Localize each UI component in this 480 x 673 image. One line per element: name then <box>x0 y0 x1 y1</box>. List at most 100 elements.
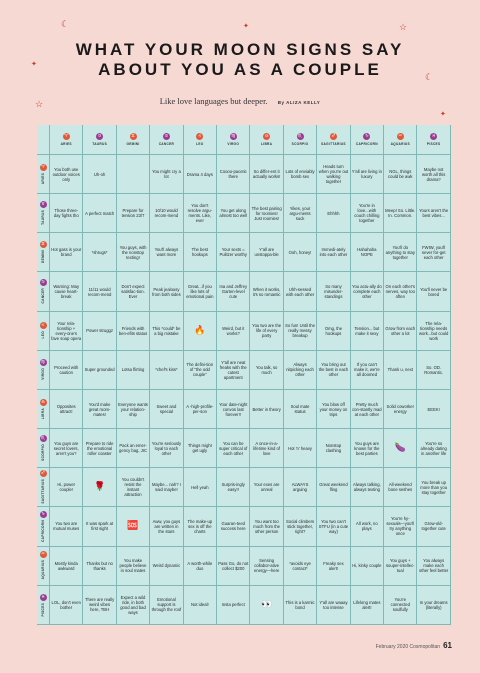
matrix-cell: You guys + souper-intellec-tual <box>384 546 418 586</box>
matrix-cell: Y'all are waaay too intense <box>317 585 351 625</box>
gemini-symbol-icon: ♊ <box>129 132 137 140</box>
matrix-cell: Insta perfect <box>217 585 251 625</box>
row-header-gemini: ♊ GEMINI <box>37 233 50 273</box>
matrix-cell: You can be super critical of each other <box>217 429 251 469</box>
row-header-label: LEO <box>40 331 45 339</box>
star-icon: ✦ <box>243 23 249 30</box>
pisces-symbol-icon: ♓ <box>39 593 47 601</box>
row-header-label: SCORPIO <box>40 444 45 462</box>
matrix-cell: Maybe not worth all this drama? <box>417 155 451 195</box>
matrix-cell: Nonstop clashing <box>317 429 351 469</box>
row-header-aries: ♈ ARIES <box>37 155 50 195</box>
matrix-cell: Hi, power couple! <box>50 468 84 508</box>
column-header-aries: ♈ ARIES <box>50 125 84 155</box>
matrix-cell: Mostly kinda awkward <box>50 546 84 586</box>
matrix-cell: So fun! Until the really messy breakup <box>283 311 318 351</box>
matrix-cell: Warning: May cause heart-break <box>50 272 84 312</box>
matrix-cell: Freaky sex alert! <box>317 546 351 586</box>
matrix-cell <box>116 155 151 195</box>
row-header-sagittarius: ♐ SAGITTARIUS <box>37 468 50 508</box>
matrix-cell: Hi, kinky couple <box>350 546 385 586</box>
matrix-cell: ALWAYS arguing <box>283 468 318 508</box>
matrix-cell: Meep! So. Little. In. Common. <box>384 194 418 234</box>
matrix-cell: You get along almost too well <box>217 194 251 234</box>
matrix-cell: In your dreams (literally) <box>417 585 451 625</box>
matrix-cell: You two are the life of every party <box>250 311 284 351</box>
matrix-cell: Not ideal! <box>183 585 218 625</box>
byline: By ALIZA KELLY <box>277 100 321 105</box>
matrix-cell: You guys are known for the best parties <box>350 429 385 469</box>
pisces-symbol-icon: ♓ <box>430 132 438 140</box>
matrix-cell: So. OD. Romantic. <box>417 350 451 390</box>
subtitle: Like love languages but deeper. <box>159 96 268 106</box>
matrix-cell: Ooh, honey! <box>283 233 318 273</box>
matrix-cell: You blow off your money on trips <box>317 389 351 430</box>
matrix-cell: There are really weird vibes here, TBH <box>83 585 117 625</box>
matrix-cell: You couldn't resist the instant attracti… <box>116 468 151 508</box>
matrix-cell: Prepare to ride the emotional roller coa… <box>83 429 117 469</box>
row-header-label: GEMINI <box>40 250 45 264</box>
matrix-cell: Friends with ben-efits status <box>116 311 151 351</box>
column-header-cancer: ♋ CANCER <box>150 125 184 155</box>
matrix-cell: Your exes are unreal <box>250 468 284 508</box>
column-header-label: CANCER <box>158 141 175 146</box>
matrix-cell: Weird dynamic <box>150 546 184 586</box>
libra-symbol-icon: ♎ <box>263 132 271 140</box>
matrix-cell: You'll never be bored <box>417 272 451 312</box>
matrix-cell: Lifelong mates alert! <box>350 585 385 625</box>
matrix-cell: Omg, the hookups <box>317 311 351 351</box>
emoji-icon: 🌹 <box>83 468 117 508</box>
matrix-cell: Uhh-sessed with each other <box>283 272 318 312</box>
matrix-cell: Uh-oh <box>83 155 117 195</box>
matrix-cell: Always talking, always texting <box>350 468 385 508</box>
column-header-label: LIBRA <box>261 141 273 146</box>
star-icon: ☆ <box>35 99 44 109</box>
matrix-cell: Soul mate status <box>283 389 318 430</box>
matrix-cell: You're connected soulfully <box>384 585 418 625</box>
matrix-cell: Opposites attract! <box>50 389 84 430</box>
matrix-cell: Y'all are living in luxury <box>350 155 385 195</box>
matrix-cell: Drama 4 days <box>183 155 218 195</box>
row-header-libra: ♎ LIBRA <box>37 389 50 430</box>
matrix-cell: You always make each other feel better <box>417 546 451 586</box>
sagittarius-symbol-icon: ♐ <box>329 132 337 140</box>
row-header-aquarius: ♒ AQUARIUS <box>37 546 50 586</box>
column-header-label: VIRGO <box>227 141 240 146</box>
matrix-cell: All work, no plays <box>350 507 385 547</box>
matrix-cell: A perfect match <box>83 194 117 234</box>
matrix-cell: Hell yeah <box>183 468 218 508</box>
cancer-symbol-icon: ♋ <box>162 132 170 140</box>
matrix-cell: You bring out the best in each other <box>317 350 351 390</box>
matrix-cell: You guys, with the nonstop texting! <box>116 233 151 273</box>
matrix-cell: Your rela-tionship + every-one's fave so… <box>50 311 84 351</box>
matrix-cell: Ina and Jeffrey Garten-level cute <box>217 272 251 312</box>
matrix-cell: Expect a wild ride, in both good and bad… <box>116 585 151 625</box>
row-header-scorpio: ♏ SCORPIO <box>37 429 50 469</box>
matrix-cell: Yours aren't the best vibes... <box>417 194 451 234</box>
matrix-cell: Grow-old-together cute <box>417 507 451 547</box>
emoji-icon: 👀 <box>250 585 284 625</box>
matrix-cell: This *could* be a big mistake <box>150 311 184 351</box>
matrix-cell: Better in theory <box>250 389 284 430</box>
row-header-label: ARIES <box>40 172 45 185</box>
column-header-taurus: ♉ TAURUS <box>83 125 117 155</box>
matrix-cell: *shrugs* <box>83 233 117 273</box>
matrix-cell: You break up more than you stay together <box>417 468 451 508</box>
row-header-label: LIBRA <box>40 407 45 420</box>
column-header-libra: ♎ LIBRA <box>250 125 284 155</box>
matrix-cell: Heads turn when you're out walking toget… <box>317 155 351 195</box>
matrix-cell: Guaran-teed success here <box>217 507 251 547</box>
matrix-cell: The defini-tion of "the odd couple" <box>183 350 218 390</box>
matrix-cell: Pretty much con-stantly mad at each othe… <box>350 389 385 430</box>
column-header-label: LEO <box>196 141 204 146</box>
matrix-cell: Don't expect satisfac-tion. Ever <box>116 272 151 312</box>
column-header-pisces: ♓ PISCES <box>417 125 451 155</box>
matrix-cell: You talk, so much <box>250 350 284 390</box>
matrix-cell: 11/11 would recom-mend <box>83 272 117 312</box>
scorpio-symbol-icon: ♏ <box>296 132 304 140</box>
gemini-symbol-icon: ♊ <box>39 241 47 249</box>
matrix-cell: You might cry a lot <box>150 155 184 195</box>
page-title: WHAT YOUR MOON SIGNS SAY ABOUT YOU AS A … <box>0 40 480 80</box>
column-header-leo: ♌ LEO <box>183 125 218 155</box>
row-header-label: SAGITTARIUS <box>40 479 45 505</box>
